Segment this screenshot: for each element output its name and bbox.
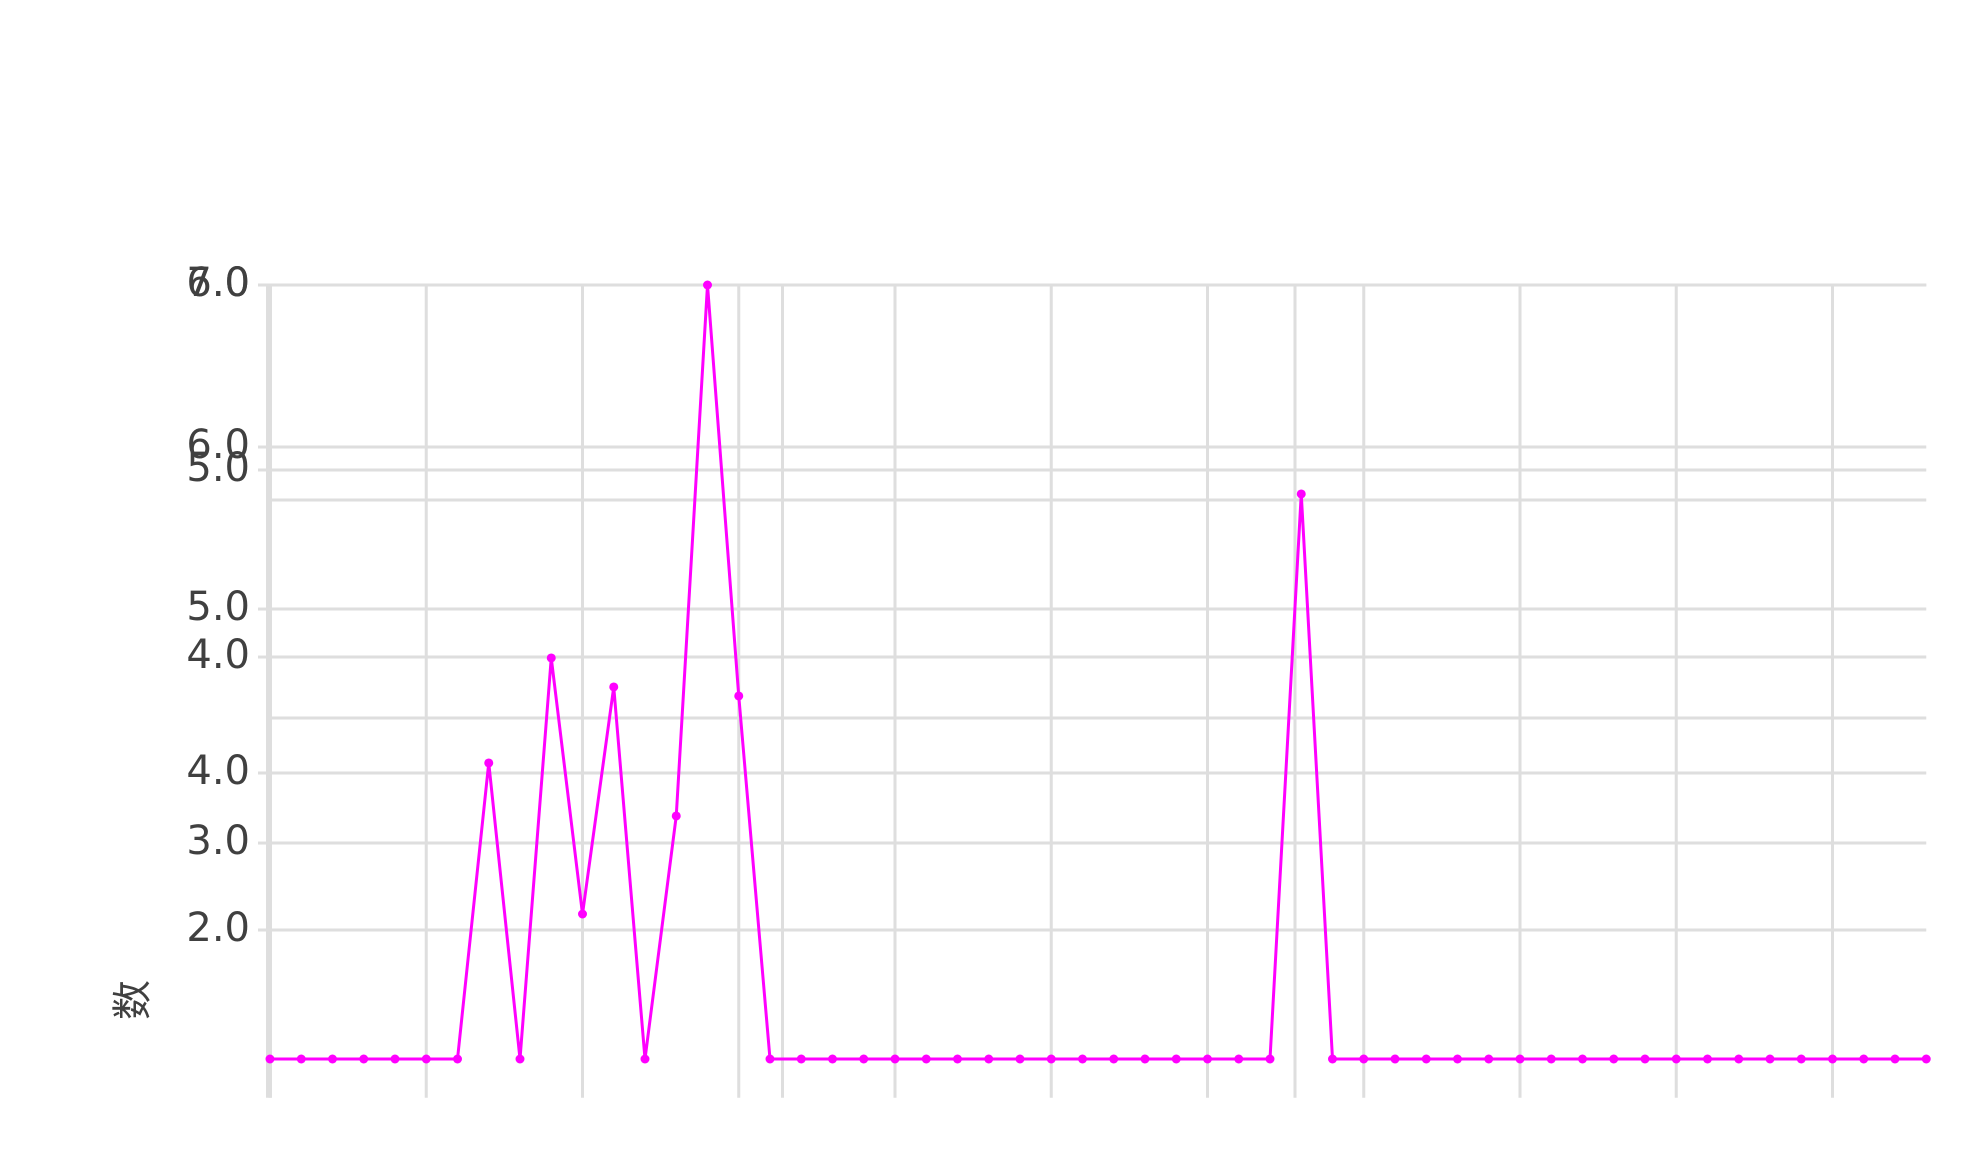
data-point (1296, 489, 1306, 499)
data-point (1890, 1054, 1900, 1064)
data-point (1859, 1054, 1869, 1064)
y-tick-label: 4.0 (186, 632, 250, 678)
data-point (828, 1054, 837, 1064)
data-point (734, 691, 744, 701)
data-point (328, 1054, 337, 1064)
data-point (421, 1054, 431, 1064)
data-point (1640, 1054, 1650, 1064)
data-point (1671, 1054, 1681, 1064)
data-point (1109, 1054, 1119, 1064)
data-point (1421, 1054, 1431, 1064)
y-tick-label: 2.0 (186, 905, 250, 951)
data-point (984, 1054, 994, 1064)
data-point (453, 1054, 462, 1064)
data-point (609, 682, 619, 692)
data-point (390, 1054, 400, 1064)
data-point (1265, 1054, 1275, 1064)
data-point (1171, 1054, 1181, 1064)
y-tick-label: 6.0 (186, 422, 250, 468)
data-point (296, 1054, 306, 1064)
data-point (484, 758, 494, 768)
data-point (1453, 1054, 1462, 1064)
data-point (1203, 1054, 1212, 1064)
y-tick-label: 5.0 (186, 445, 250, 491)
data-point (1765, 1054, 1775, 1064)
data-point (515, 1054, 525, 1064)
line-series (270, 284, 1927, 1061)
data-point (1484, 1054, 1494, 1064)
data-point (1234, 1054, 1244, 1064)
data-point (1140, 1054, 1150, 1064)
data-point (265, 1054, 275, 1064)
data-point (1703, 1054, 1712, 1064)
data-point (953, 1054, 962, 1064)
data-point (890, 1054, 900, 1064)
data-point (640, 1054, 650, 1064)
data-point (703, 280, 712, 290)
data-point (1078, 1054, 1087, 1064)
data-point (765, 1054, 775, 1064)
y-axis-label: 数 (110, 980, 156, 1020)
data-point (1546, 1054, 1556, 1064)
data-point (1390, 1054, 1400, 1064)
data-point (1921, 1054, 1931, 1064)
data-point (796, 1054, 806, 1064)
data-point (1828, 1054, 1837, 1064)
data-point (1328, 1054, 1337, 1064)
data-point (1578, 1054, 1587, 1064)
y-tick-label: 5.0 (186, 584, 250, 630)
data-point (1734, 1054, 1744, 1064)
data-point (1359, 1054, 1369, 1064)
data-point (1609, 1054, 1619, 1064)
data-point (921, 1054, 931, 1064)
y-tick-label: 4.0 (186, 748, 250, 794)
data-point (1796, 1054, 1806, 1064)
y-tick-label: 7.0 (186, 260, 250, 306)
y-tick-label: 3.0 (186, 818, 250, 864)
data-point (578, 909, 587, 919)
data-point (1015, 1054, 1025, 1064)
y-tick-label: 6.0 (186, 260, 250, 306)
data-point (859, 1054, 869, 1064)
data-point (671, 811, 681, 821)
data-point (546, 653, 556, 663)
data-point (1515, 1054, 1525, 1064)
data-point (1046, 1054, 1056, 1064)
data-point (359, 1054, 369, 1064)
